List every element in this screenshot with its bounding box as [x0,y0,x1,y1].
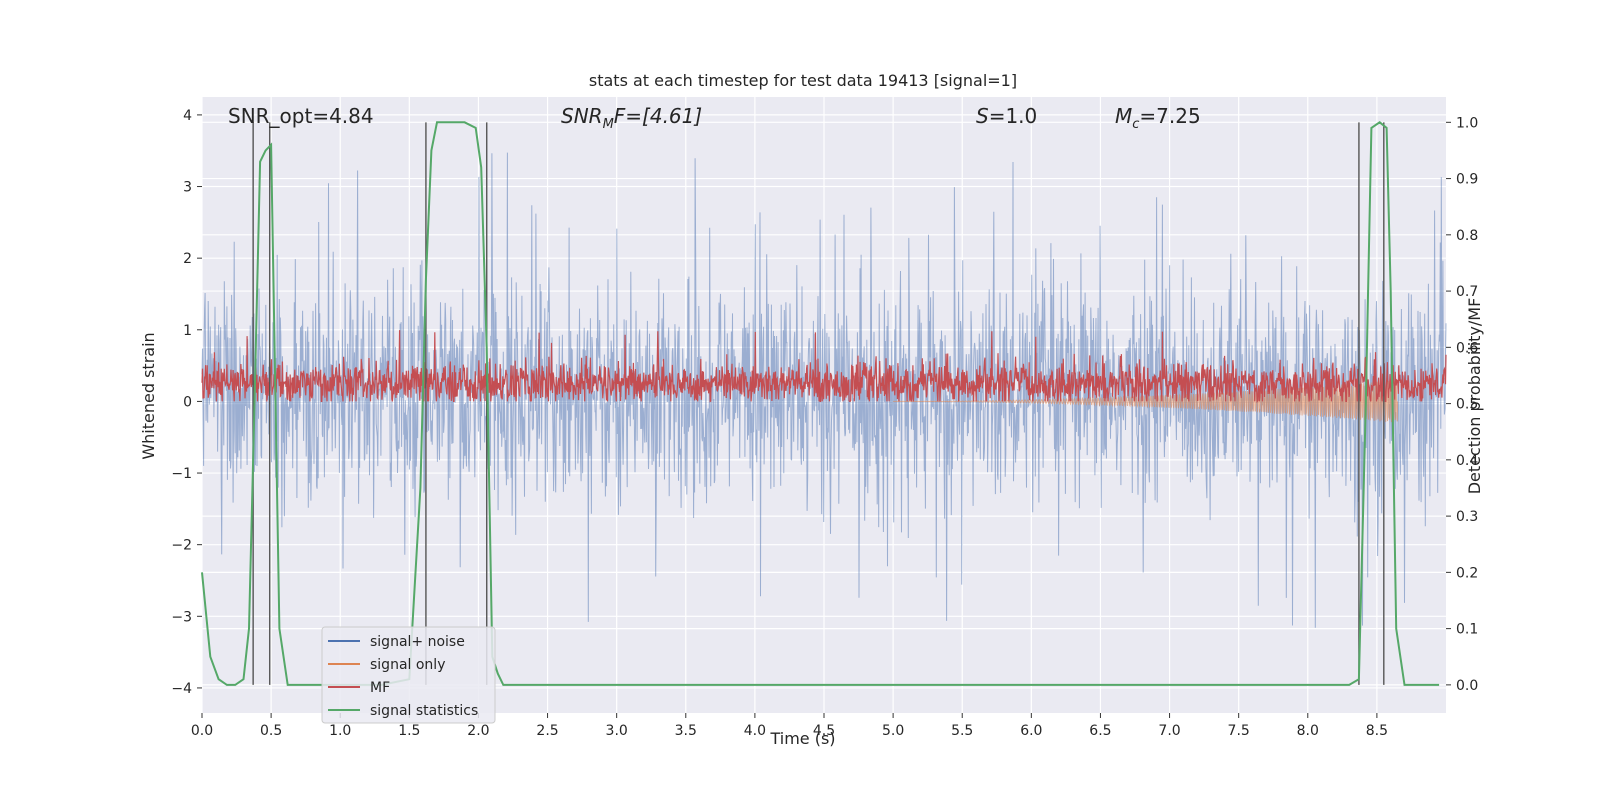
x-tick-label: 0.0 [191,723,213,739]
x-tick-label: 7.5 [1228,723,1250,739]
chart-title: stats at each timestep for test data 194… [589,71,1017,90]
y-tick-label: 3 [183,180,192,196]
y-tick-label: −1 [171,466,192,482]
x-tick-label: 6.0 [1020,723,1042,739]
x-tick-label: 2.0 [467,723,489,739]
y-tick-label: −4 [171,681,192,697]
mf-series [201,330,1447,404]
x-tick-label: 5.5 [951,723,973,739]
y2-tick-label: 0.5 [1456,397,1478,413]
y-tick-label: 0 [183,394,192,410]
y2-tick-label: 0.4 [1456,453,1478,469]
y-tick-label: 4 [183,108,192,124]
y2-tick-label: 0.2 [1456,565,1478,581]
legend-label-signal-only: signal only [370,657,445,673]
signal-statistics-line [201,121,1440,686]
annotation-snr-opt: SNR_opt=4.84 [228,104,374,128]
y-axis-label: Whitened strain [139,332,158,459]
x-tick-label: 7.0 [1158,723,1180,739]
y2-tick-label: 0.0 [1456,678,1478,694]
y2-tick-label: 0.1 [1456,622,1478,638]
x-tick-label: 8.5 [1366,723,1388,739]
y2-tick-label: 0.6 [1456,340,1478,356]
annotation-mc: Mc=7.25 [1115,104,1201,132]
x-tick-label: 3.5 [675,723,697,739]
y-tick-label: 1 [183,323,192,339]
y2-tick-label: 0.9 [1456,172,1478,188]
legend-label-noise: signal+ noise [370,634,465,650]
x-tick-label: 4.0 [744,723,766,739]
x-tick-label: 8.0 [1297,723,1319,739]
annotation-snr-mf: SNRMF=[4.61] [561,104,702,132]
y2-tick-label: 1.0 [1456,115,1478,131]
x-tick-label: 6.5 [1089,723,1111,739]
x-tick-label: 5.0 [882,723,904,739]
y2-ticks: 1.0 0.9 0.8 0.7 0.6 0.5 0.4 0.3 0.2 0.1 0.0 [1446,115,1478,694]
legend-box [321,626,496,724]
mf-line [201,330,1447,404]
noise-line [201,152,1447,628]
y-tick-label: −3 [171,609,192,625]
y2-tick-label: 0.3 [1456,509,1478,525]
x-tick-label: 3.0 [606,723,628,739]
x-ticks: 0.0 0.5 1.0 1.5 2.0 2.5 3.0 3.5 4.0 4.5 5.0 5.5 6.0 6… [191,713,1388,739]
x-tick-label: 1.0 [329,723,351,739]
y-tick-label: −2 [171,538,192,554]
y2-axis-label: Detection probability/MF [1465,298,1484,495]
noise-series [201,152,1447,628]
annotation-s: S=1.0 [976,104,1037,128]
x-tick-label: 2.5 [536,723,558,739]
legend-label-mf: MF [370,680,390,696]
signal-statistics-series [201,121,1440,686]
y-ticks: 4 3 2 1 0 −1 −2 −3 −4 [171,108,202,697]
y2-tick-label: 0.7 [1456,284,1478,300]
x-tick-label: 0.5 [260,723,282,739]
chirp-line [893,380,1399,423]
y2-tick-label: 0.8 [1456,228,1478,244]
x-tick-label: 1.5 [398,723,420,739]
x-axis-label: Time (s) [769,729,835,748]
legend: signal+ noise signal only MF signal stat… [321,626,496,724]
x-tick-label: 4.5 [813,723,835,739]
legend-label-signal-statistics: signal statistics [370,703,478,719]
chirp-series [893,380,1399,423]
y-tick-label: 2 [183,251,192,267]
